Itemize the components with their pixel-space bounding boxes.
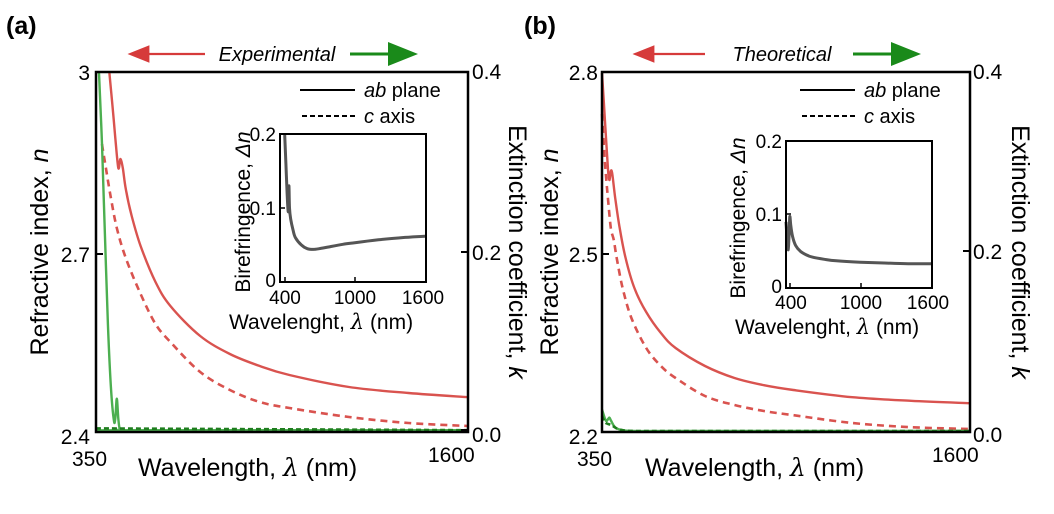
xtick-end-a: 1600 [428, 444, 475, 467]
inset-ytick-mid-b: 0.1 [756, 205, 782, 226]
inset-ytick-top-a: 0.2 [250, 125, 276, 146]
ytick-left-bottom-b: 2.2 [569, 426, 598, 449]
xtick-start-b: 350 [577, 448, 612, 471]
xtick-end-b: 1600 [932, 444, 979, 467]
xtick-start-a: 350 [72, 448, 107, 471]
series-line-k-ab-plane [95, 72, 469, 432]
xlabel-b: Wavelength, λ (nm) [645, 453, 864, 482]
inset-series-group-b [784, 214, 933, 266]
series-line-n-c-axis [600, 113, 971, 431]
ytick-right-bottom-b: 0.0 [973, 424, 1002, 447]
inset-series-group-a [283, 134, 427, 251]
legend-item-c-axis: c axis [864, 106, 915, 128]
inset-ytick-top-b: 0.2 [756, 132, 782, 153]
ylabel-left-b: Refractive index, n [536, 148, 564, 355]
legend-b: ab plane c axis [800, 80, 941, 128]
ytick-right-mid-a: 0.2 [472, 242, 501, 265]
header-label-b: Theoretical [733, 44, 832, 66]
inset-ytick-mid-a: 0.1 [250, 199, 276, 220]
ytick-right-top-a: 0.4 [472, 61, 502, 84]
inset-ytick-bottom-a: 0 [265, 271, 276, 292]
ylabel-right-b: Extinction coefficient, k [1006, 125, 1034, 380]
ytick-left-top-b: 2.8 [569, 62, 598, 85]
ytick-left-mid-b: 2.5 [569, 244, 598, 267]
ytick-right-mid-b: 0.2 [973, 241, 1002, 264]
inset-b: 0.2 0.1 0 400 1000 1600 Wavelenght, λ (n… [727, 132, 949, 339]
series-line-n-ab-plane [108, 72, 469, 399]
inset-ylabel-a: Birefringence, Δn [232, 131, 255, 292]
inset-xtick-1-b: 1000 [840, 293, 882, 314]
ytick-left-bottom-a: 2.4 [61, 426, 91, 449]
inset-xtick-2-a: 1600 [402, 288, 444, 309]
legend-item-ab-plane: ab plane [864, 80, 941, 102]
panel-b: (b) Theoretical 2.8 2.5 2.2 0.4 0.2 0.0 … [524, 12, 1034, 482]
series-line-n-c-axis [100, 143, 469, 428]
inset-xlabel-a: Wavelenght, λ (nm) [229, 310, 413, 334]
inset-ylabel-b: Birefringence, Δn [727, 137, 750, 298]
panel-a: (a) Experimental 3 2.7 2.4 0.4 0.2 0.0 3… [6, 12, 531, 482]
inset-series-line-birefringence [283, 134, 427, 251]
legend-item-c-axis: c axis [364, 106, 415, 128]
inset-series-line-birefringence [784, 214, 933, 266]
ytick-left-mid-a: 2.7 [61, 244, 90, 267]
ytick-right-top-b: 0.4 [973, 61, 1003, 84]
inset-xlabel-b: Wavelenght, λ (nm) [735, 315, 919, 339]
series-line-k-c-axis [600, 415, 970, 433]
series-group-a [95, 72, 469, 432]
ylabel-left-a: Refractive index, n [26, 148, 54, 355]
ylabel-right-a: Extinction coefficient, k [503, 125, 531, 380]
series-group-b [600, 72, 971, 433]
legend-a: ab plane c axis [300, 80, 441, 128]
header-label-a: Experimental [219, 44, 336, 66]
inset-xtick-0-b: 400 [775, 293, 807, 314]
xlabel-a: Wavelength, λ (nm) [138, 453, 357, 482]
inset-xtick-1-a: 1000 [334, 288, 376, 309]
inset-ytick-bottom-b: 0 [771, 277, 782, 298]
inset-xtick-2-b: 1600 [907, 293, 949, 314]
series-line-k-c-axis [95, 427, 469, 432]
ytick-right-bottom-a: 0.0 [472, 424, 501, 447]
panel-label-a: (a) [6, 12, 37, 40]
inset-a: 0.2 0.1 0 400 1000 1600 Wavelenght, λ (n… [229, 125, 444, 334]
ytick-left-top-a: 3 [78, 62, 90, 85]
legend-item-ab-plane: ab plane [364, 80, 441, 102]
series-line-n-ab-plane [600, 72, 971, 405]
panel-label-b: (b) [524, 12, 556, 40]
inset-xtick-0-a: 400 [269, 288, 301, 309]
